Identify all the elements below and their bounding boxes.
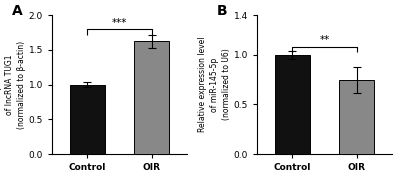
Bar — [70, 85, 105, 154]
Y-axis label: Relative expression level
of lncRNA TUG1
(normalized to β-actin): Relative expression level of lncRNA TUG1… — [0, 37, 26, 132]
Text: ***: *** — [112, 17, 127, 28]
Text: B: B — [217, 4, 227, 18]
Bar — [275, 55, 310, 154]
Bar — [134, 42, 169, 154]
Bar — [339, 80, 374, 154]
Text: **: ** — [320, 36, 330, 45]
Text: A: A — [12, 4, 22, 18]
Y-axis label: Relative expression level
of miR-145-5p
(normalized to U6): Relative expression level of miR-145-5p … — [198, 37, 231, 132]
